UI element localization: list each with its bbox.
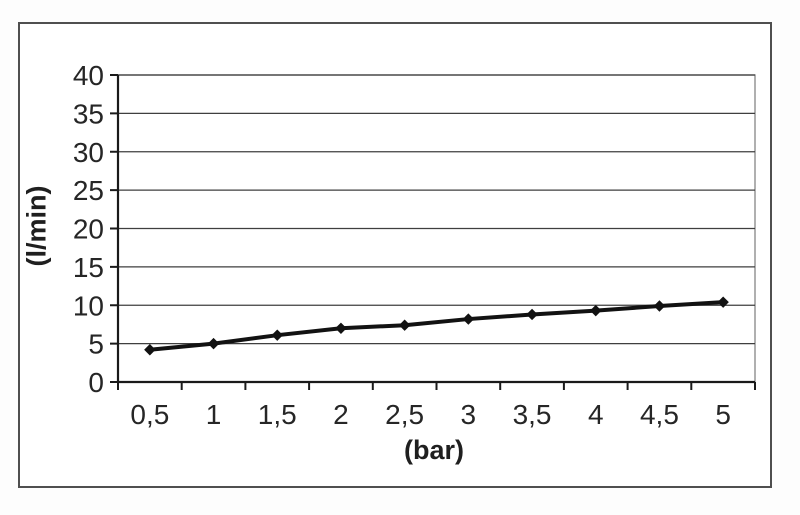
series-line xyxy=(147,300,726,352)
data-point-marker xyxy=(717,296,729,308)
y-tick-label: 0 xyxy=(88,367,104,398)
data-point-marker xyxy=(653,300,666,312)
y-tick-label: 25 xyxy=(73,175,104,206)
y-tick-label: 20 xyxy=(73,214,104,245)
x-tick-label: 1 xyxy=(206,399,222,430)
x-tick-label: 5 xyxy=(715,399,731,430)
data-point-marker xyxy=(335,322,347,334)
data-point-marker xyxy=(207,337,220,350)
y-tick-label: 5 xyxy=(88,329,104,360)
y-tick-label: 15 xyxy=(73,252,104,283)
data-point-marker xyxy=(398,319,411,331)
x-tick-label: 0,5 xyxy=(130,399,169,430)
data-point-marker xyxy=(526,308,538,321)
data-point-marker xyxy=(144,344,156,356)
x-tick-label: 2 xyxy=(333,399,349,430)
x-tick-label: 2,5 xyxy=(385,399,424,430)
x-tick-label: 4,5 xyxy=(640,399,679,430)
x-tick-label: 3 xyxy=(461,399,477,430)
y-tick-label: 35 xyxy=(73,98,104,129)
x-axis-title: (bar) xyxy=(404,435,464,465)
x-tick-label: 4 xyxy=(588,399,604,430)
data-point-marker xyxy=(590,304,602,317)
data-point-marker xyxy=(462,313,475,325)
x-tick-label: 1,5 xyxy=(258,399,297,430)
y-tick-label: 30 xyxy=(73,137,104,168)
data-point-marker xyxy=(271,329,283,341)
y-tick-label: 10 xyxy=(73,290,104,321)
x-tick-label: 3,5 xyxy=(513,399,552,430)
y-tick-label: 40 xyxy=(73,60,104,91)
y-axis-title: (l/min) xyxy=(21,185,52,267)
